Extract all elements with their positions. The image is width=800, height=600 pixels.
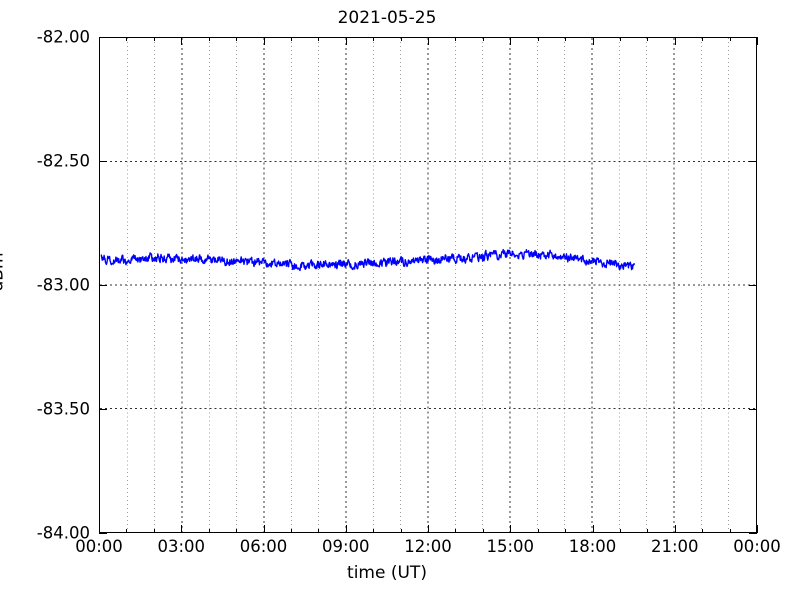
gridlines [100,38,756,532]
x-axis-label: time (UT) [347,563,427,583]
x-tick-mark-minor [400,529,402,533]
x-tick-mark-minor-top [729,37,731,41]
x-tick-label: 21:00 [650,537,699,556]
x-tick-label: 00:00 [75,537,123,556]
x-tick-mark [345,525,347,533]
plot-area [99,37,757,533]
y-tick-mark-right [749,285,757,286]
x-tick-mark-top [757,37,758,45]
y-tick-label: -84.00 [36,523,90,543]
x-tick-mark-minor-top [290,37,292,41]
x-tick-mark-minor [373,529,375,533]
x-tick-mark-minor [537,529,539,533]
x-tick-mark-minor [236,529,238,533]
x-tick-mark-minor-top [619,37,621,41]
x-tick-mark-minor-top [537,37,539,41]
x-tick-mark-minor [565,529,567,533]
x-tick-mark [263,525,265,533]
x-tick-mark-minor [647,529,649,533]
data-series-line [100,248,636,272]
y-tick-label: -82.00 [36,27,90,47]
x-tick-label: 03:00 [157,537,206,556]
x-tick-mark-minor [702,529,704,533]
y-tick-mark [99,409,107,410]
x-tick-mark-minor [208,529,210,533]
x-tick-label: 00:00 [733,537,781,556]
y-tick-mark-right [749,533,757,534]
x-tick-mark-minor-top [208,37,210,41]
y-tick-mark [99,161,107,162]
x-tick-mark-minor-top [702,37,704,41]
x-tick-mark-minor [318,529,320,533]
x-tick-mark-top [428,37,429,45]
x-tick-mark-top [263,37,265,45]
x-tick-mark-minor-top [153,37,155,41]
x-tick-mark [674,525,676,533]
x-tick-label: 12:00 [404,537,452,556]
x-tick-mark [428,525,429,533]
x-tick-mark-minor [619,529,621,533]
x-tick-mark-minor [126,529,128,533]
y-tick-label: -82.50 [36,151,90,171]
y-tick-label: -83.50 [36,399,90,419]
x-tick-mark-minor-top [318,37,320,41]
x-tick-label: 06:00 [239,537,288,556]
y-tick-label: -83.00 [36,275,90,295]
x-tick-mark-minor-top [400,37,402,41]
x-tick-mark [592,525,594,533]
x-tick-mark-minor-top [565,37,567,41]
x-tick-mark-top [345,37,347,45]
x-tick-mark [181,525,183,533]
x-tick-mark-minor [482,529,484,533]
x-tick-label: 15:00 [486,537,535,556]
x-tick-label: 18:00 [568,537,617,556]
y-tick-mark-right [749,161,757,162]
y-tick-mark [99,37,107,38]
x-tick-mark [510,525,512,533]
y-tick-labels: -82.00 -82.50 -83.00 -83.50 -84.00 [0,0,90,600]
x-tick-mark-minor-top [126,37,128,41]
x-tick-mark-minor-top [236,37,238,41]
x-tick-mark-top [510,37,512,45]
x-tick-mark-minor [729,529,731,533]
x-tick-mark-minor [290,529,292,533]
y-tick-mark-right [749,37,757,38]
y-tick-mark [99,533,107,534]
y-tick-mark-right [749,409,757,410]
x-tick-mark [99,525,100,533]
x-tick-mark-minor-top [482,37,484,41]
x-tick-mark-top [181,37,183,45]
x-tick-mark-minor [153,529,155,533]
x-tick-mark-minor [455,529,457,533]
y-tick-mark [99,285,107,286]
x-tick-label: 09:00 [321,537,370,556]
chart-title: 2021-05-25 [337,8,437,28]
x-tick-mark-minor-top [647,37,649,41]
x-tick-mark-top [592,37,594,45]
x-tick-mark-minor-top [373,37,375,41]
x-tick-mark [757,525,758,533]
x-tick-mark-top [674,37,676,45]
x-tick-mark-minor-top [455,37,457,41]
x-tick-mark-top [99,37,100,45]
